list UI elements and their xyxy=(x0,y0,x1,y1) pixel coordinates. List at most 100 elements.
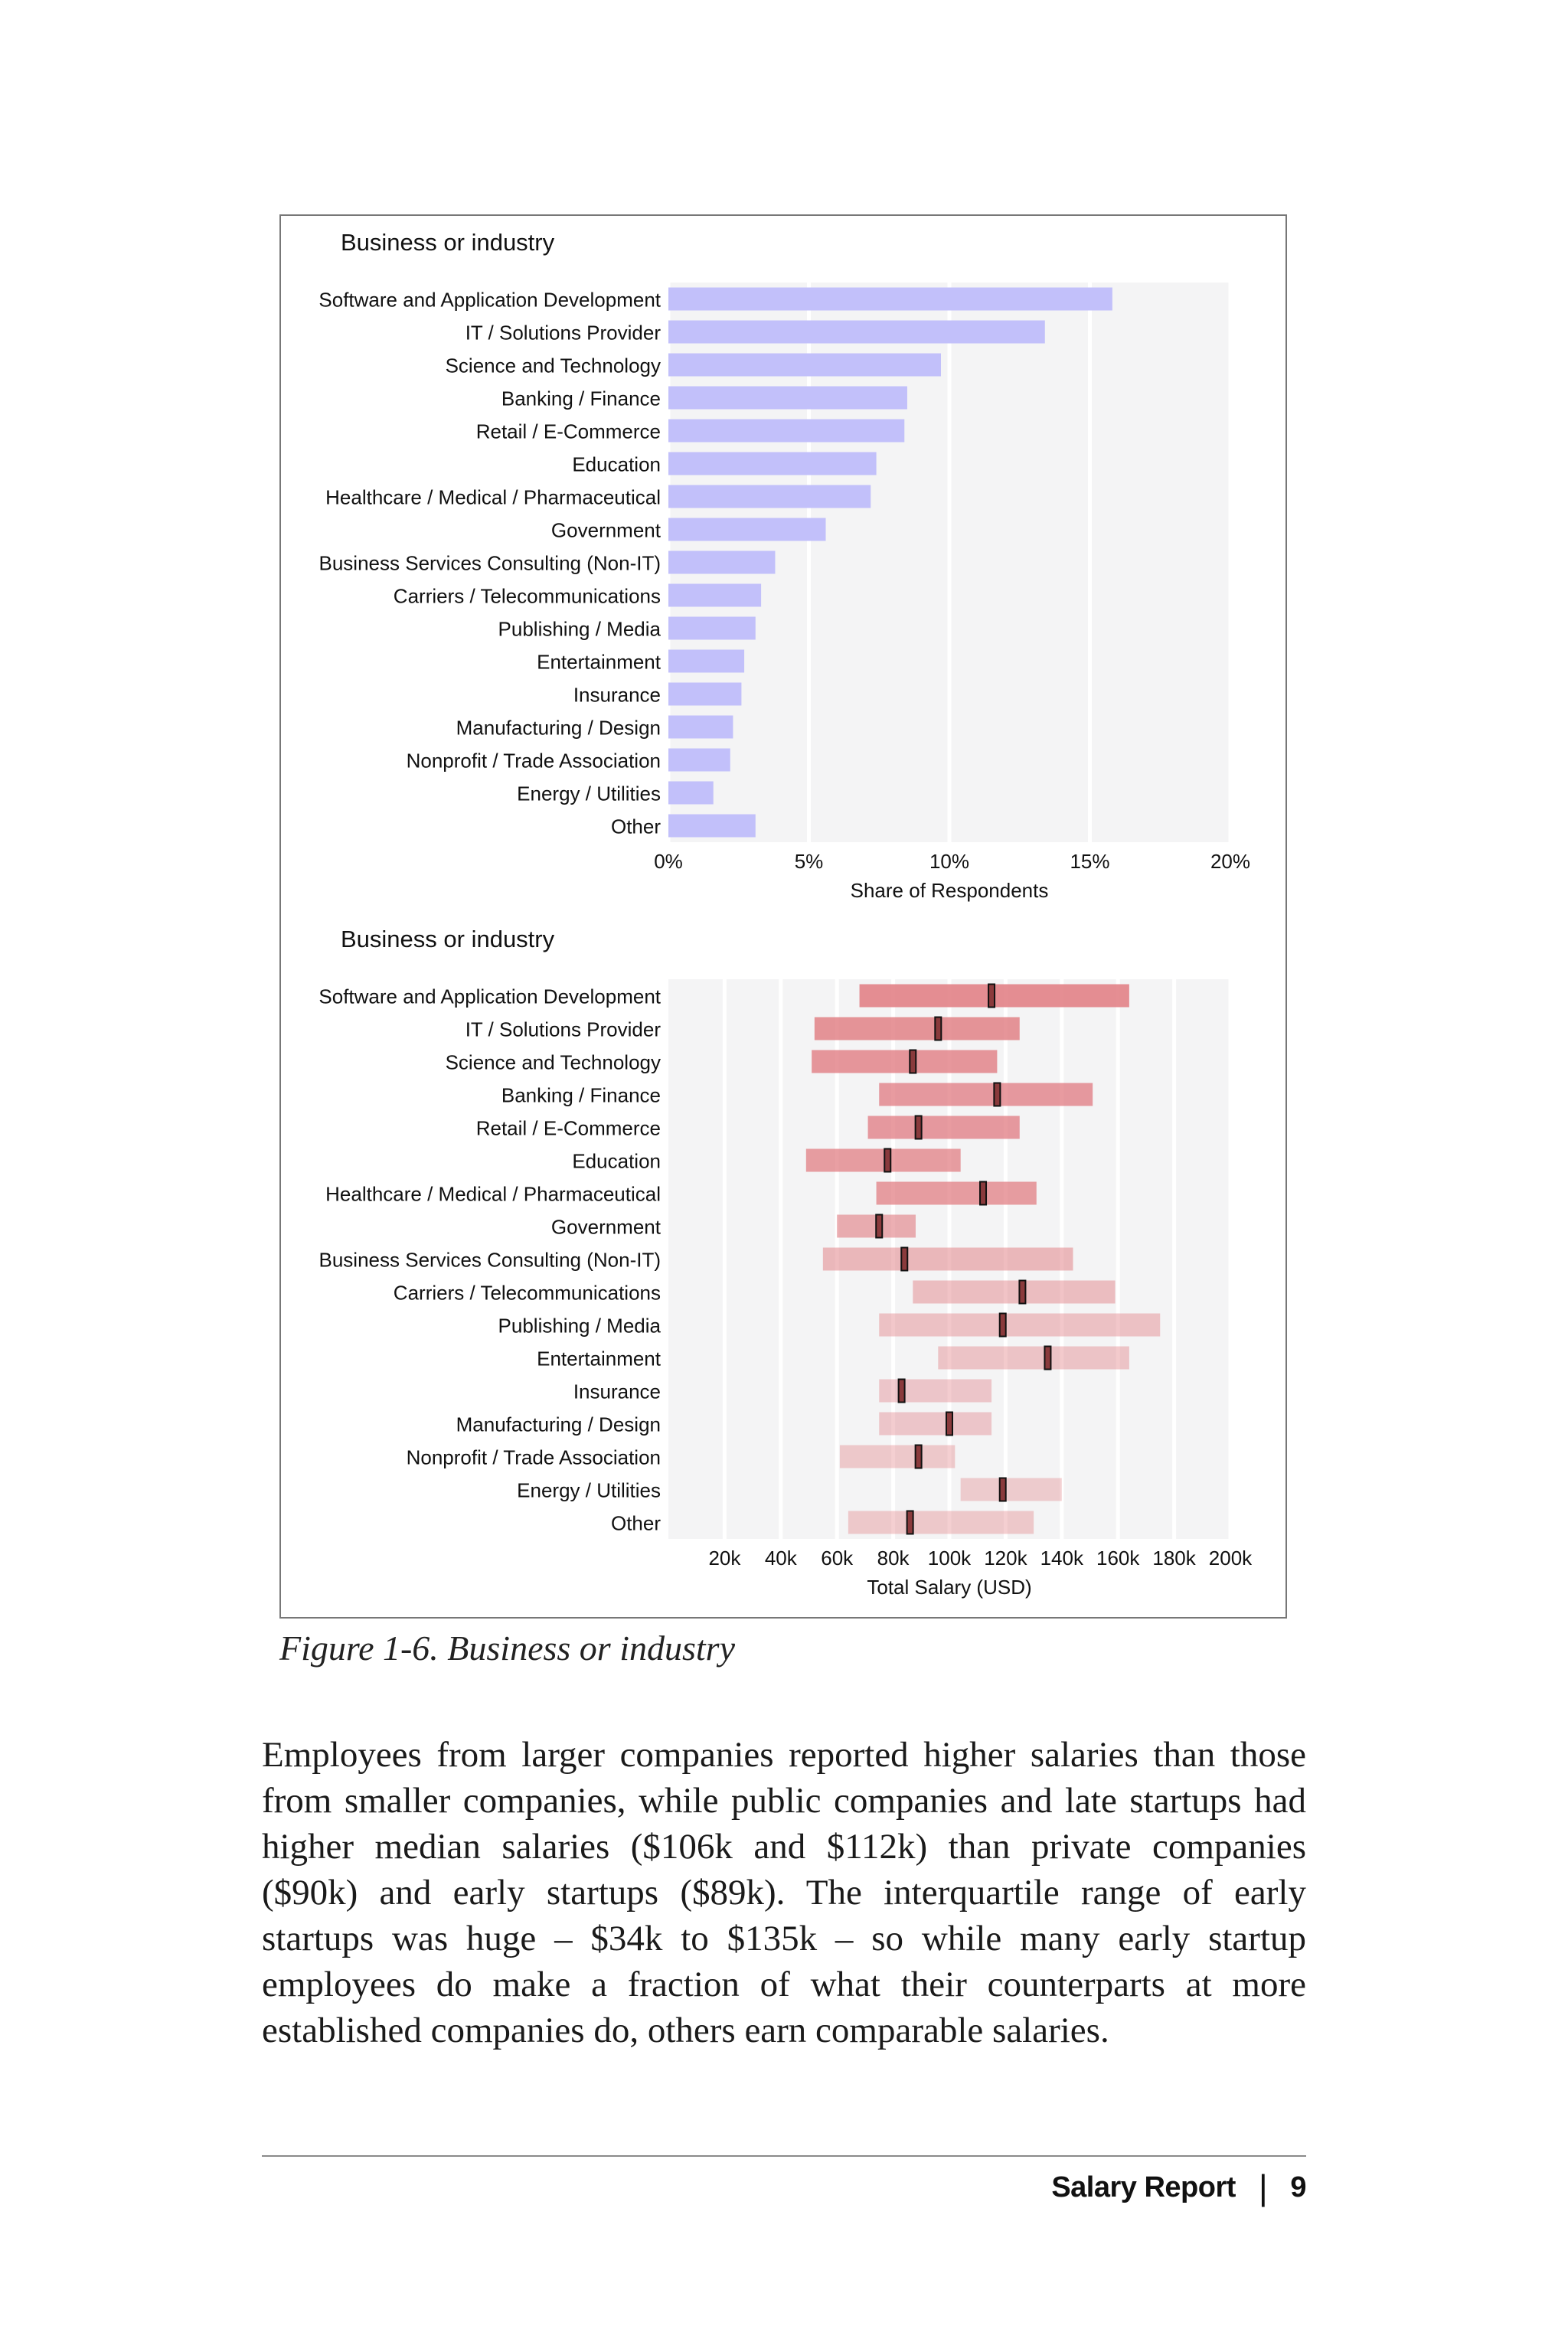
share-chart-category-label: Other xyxy=(611,815,661,838)
figure-charts: Business or industry Software and Applica… xyxy=(318,229,1253,1599)
share-chart-bar xyxy=(668,518,826,541)
share-chart-category-label: Banking / Finance xyxy=(501,387,661,410)
salary-chart-category-label: Government xyxy=(551,1216,662,1239)
salary-chart-median-marker xyxy=(1044,1345,1052,1370)
salary-chart-range-bar xyxy=(822,1247,1073,1271)
salary-chart-category-label: Science and Technology xyxy=(446,1051,661,1074)
salary-chart-range-bar xyxy=(812,1050,998,1073)
salary-chart-median-marker xyxy=(998,1477,1007,1502)
salary-chart-category-label: Insurance xyxy=(573,1380,661,1403)
share-chart-bar xyxy=(668,386,907,410)
salary-chart-category-label: Banking / Finance xyxy=(501,1084,661,1107)
salary-chart-median-marker xyxy=(884,1148,892,1173)
salary-chart-median-marker xyxy=(909,1049,917,1074)
share-chart-x-tick-label: 20% xyxy=(1210,850,1250,873)
share-chart-x-tick-label: 10% xyxy=(929,850,969,873)
salary-chart-median-marker xyxy=(946,1411,953,1436)
salary-chart-x-tick-label: 180k xyxy=(1152,1547,1196,1570)
salary-chart-category-label: Business Services Consulting (Non-IT) xyxy=(319,1249,662,1272)
share-chart-bar xyxy=(668,682,742,706)
salary-chart-median-marker xyxy=(914,1444,923,1469)
share-chart-category-label: Carriers / Telecommunications xyxy=(394,585,661,608)
salary-chart-x-tick-label: 60k xyxy=(821,1547,854,1570)
share-chart-bar xyxy=(668,550,776,574)
salary-chart-category-label: Other xyxy=(611,1512,661,1535)
salary-chart-x-axis-label: Total Salary (USD) xyxy=(867,1576,1031,1599)
share-chart-category-label: Insurance xyxy=(573,684,661,707)
salary-chart-category-label: Manufacturing / Design xyxy=(456,1413,661,1436)
salary-chart-median-marker xyxy=(897,1378,906,1403)
salary-chart-range-bar xyxy=(839,1445,956,1468)
share-chart-category-label: Business Services Consulting (Non-IT) xyxy=(319,552,662,575)
salary-chart-median-marker xyxy=(988,983,996,1008)
share-chart-category-label: IT / Solutions Provider xyxy=(466,322,662,345)
salary-chart-category-label: Retail / E-Commerce xyxy=(476,1117,661,1140)
salary-chart-range-bar xyxy=(879,1412,992,1436)
salary-chart-category-label: IT / Solutions Provider xyxy=(466,1018,662,1041)
salary-chart-median-marker xyxy=(993,1082,1001,1107)
footer-divider xyxy=(262,2155,1306,2157)
salary-chart-median-marker xyxy=(875,1214,884,1239)
page-number: 9 xyxy=(1290,2171,1306,2203)
salary-chart-range-bar xyxy=(879,1313,1161,1337)
share-chart-x-tick-label: 0% xyxy=(654,850,683,873)
salary-chart-range-bar xyxy=(876,1181,1037,1205)
salary-chart-x-tick-label: 160k xyxy=(1096,1547,1140,1570)
salary-chart-range-bar xyxy=(879,1379,992,1403)
share-chart-x-tick-label: 15% xyxy=(1070,850,1109,873)
salary-chart-category-label: Carriers / Telecommunications xyxy=(394,1282,661,1305)
share-chart-bar xyxy=(668,583,762,607)
salary-chart-range-bar xyxy=(814,1017,1020,1040)
body-paragraph: Employees from larger companies reported… xyxy=(262,1735,1306,2050)
share-chart-bar xyxy=(668,320,1045,344)
salary-chart-range-bar xyxy=(913,1280,1116,1304)
share-chart-bar xyxy=(668,419,905,443)
salary-chart-range-bar xyxy=(960,1478,1062,1501)
salary-chart-category-label: Software and Application Development xyxy=(318,985,661,1008)
share-chart-bar xyxy=(668,649,745,673)
share-chart-bar xyxy=(668,452,877,475)
salary-chart-median-marker xyxy=(906,1510,914,1535)
salary-chart-x-tick-label: 40k xyxy=(765,1547,798,1570)
salary-chart-range-bar xyxy=(938,1346,1129,1370)
salary-chart-median-marker xyxy=(900,1246,909,1272)
share-chart-bar xyxy=(668,485,871,508)
share-chart-category-label: Science and Technology xyxy=(446,354,661,377)
footer-title: Salary Report xyxy=(1051,2171,1236,2203)
figure-caption: Figure 1-6. Business or industry xyxy=(279,1628,735,1668)
salary-chart-median-marker xyxy=(1018,1279,1027,1305)
salary-chart-median-marker xyxy=(934,1016,942,1041)
share-chart-bar xyxy=(668,814,756,838)
salary-chart-range-bar xyxy=(879,1083,1093,1106)
share-chart-bar xyxy=(668,616,756,640)
share-chart-category-label: Healthcare / Medical / Pharmaceutical xyxy=(325,486,661,509)
share-chart-category-label: Publishing / Media xyxy=(498,618,662,641)
share-chart-bar xyxy=(668,353,941,377)
share-chart-title: Business or industry xyxy=(341,229,555,256)
salary-chart-range-bar xyxy=(805,1148,961,1172)
share-chart-category-label: Software and Application Development xyxy=(318,289,661,312)
salary-chart-median-marker xyxy=(914,1115,923,1140)
salary-chart-range-bar xyxy=(848,1511,1034,1534)
share-chart-category-label: Nonprofit / Trade Association xyxy=(407,750,661,773)
share-chart-category-label: Entertainment xyxy=(537,651,662,674)
share-chart-category-label: Government xyxy=(551,519,662,542)
salary-chart-category-label: Energy / Utilities xyxy=(517,1479,661,1502)
footer-separator: | xyxy=(1258,2167,1268,2207)
salary-chart-median-marker xyxy=(979,1181,988,1206)
salary-chart-category-label: Publishing / Media xyxy=(498,1315,662,1338)
page-footer: Salary Report | 9 xyxy=(1051,2167,1306,2208)
salary-chart-category-label: Education xyxy=(572,1150,661,1173)
share-chart-bar xyxy=(668,781,714,805)
share-chart-category-label: Energy / Utilities xyxy=(517,782,661,805)
share-chart-category-label: Manufacturing / Design xyxy=(456,717,661,740)
share-chart-x-tick-label: 5% xyxy=(795,850,824,873)
share-chart-bar xyxy=(668,748,730,772)
salary-chart-category-label: Entertainment xyxy=(537,1348,662,1370)
salary-chart-x-tick-label: 140k xyxy=(1040,1547,1084,1570)
share-chart-x-axis-label: Share of Respondents xyxy=(851,879,1049,902)
salary-chart-x-tick-label: 80k xyxy=(877,1547,910,1570)
share-chart-category-label: Education xyxy=(572,453,661,476)
salary-chart-x-tick-label: 200k xyxy=(1209,1547,1253,1570)
share-chart-category-label: Retail / E-Commerce xyxy=(476,420,661,443)
